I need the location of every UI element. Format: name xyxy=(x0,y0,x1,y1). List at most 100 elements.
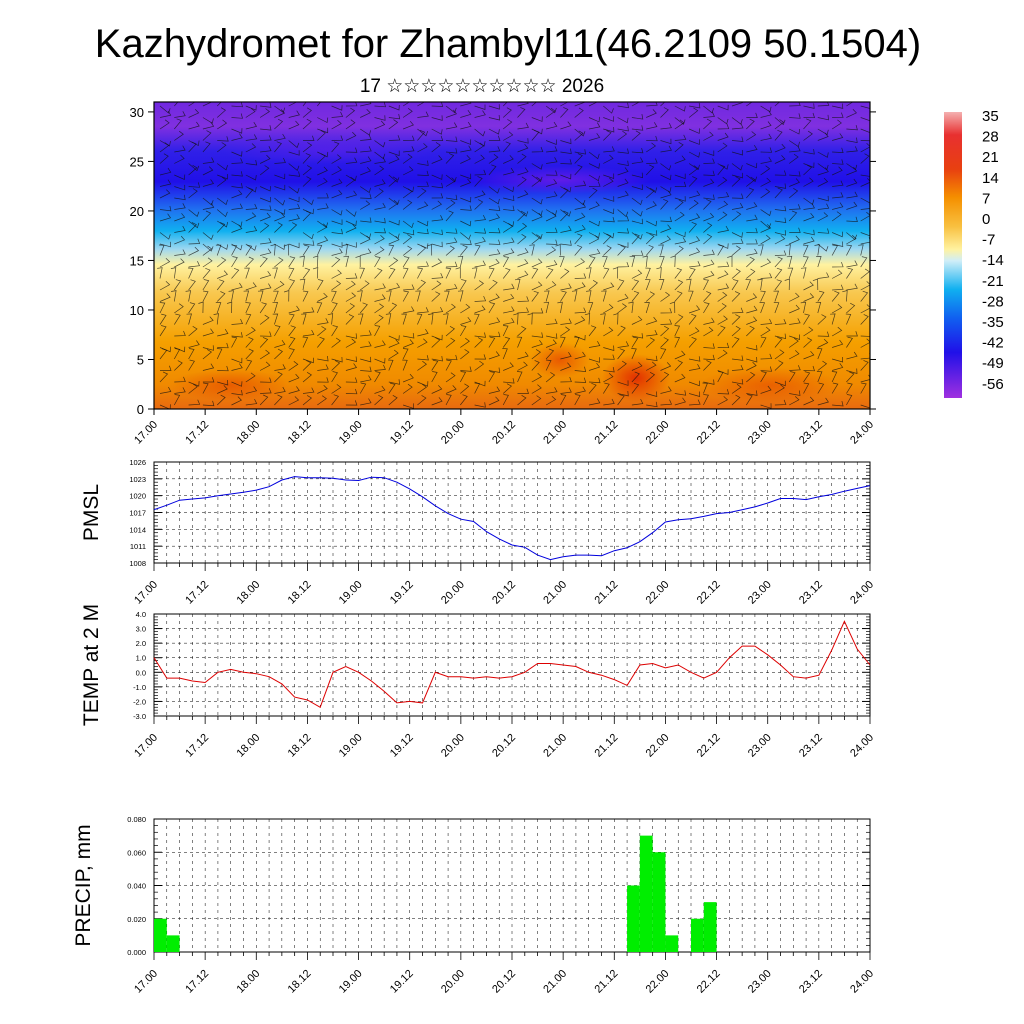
wind-barb xyxy=(717,349,728,360)
wind-barb xyxy=(216,102,222,107)
wind-barb xyxy=(431,128,443,135)
wind-barb xyxy=(746,248,758,256)
colorbar-label: 28 xyxy=(982,129,999,146)
wind-barb xyxy=(817,128,829,136)
wind-barb xyxy=(488,227,501,234)
wind-barb xyxy=(388,119,399,130)
wind-barb xyxy=(574,316,586,325)
wind-barb xyxy=(617,190,629,199)
wind-barb xyxy=(488,164,497,176)
wind-barb xyxy=(774,155,786,164)
wind-barb xyxy=(460,232,471,240)
wind-barb xyxy=(302,357,314,364)
wind-barb xyxy=(760,371,767,383)
wind-barb xyxy=(628,301,634,314)
wind-barb xyxy=(546,387,558,394)
wind-barb xyxy=(488,128,500,135)
wind-barb xyxy=(631,398,644,406)
wind-barb xyxy=(586,267,592,279)
wind-barb xyxy=(231,332,243,338)
wind-barb xyxy=(613,313,619,325)
wind-barb xyxy=(302,329,315,337)
wind-barb xyxy=(746,187,755,199)
wind-barb xyxy=(689,391,701,397)
wind-barb xyxy=(617,261,630,268)
wind-barb xyxy=(731,291,741,302)
wind-barb xyxy=(274,386,286,394)
cross-section-x-axis: 17.00 17.12 18.00 18.12 19.00 19.12 20.00 20.12… xyxy=(132,409,876,447)
wind-barb xyxy=(360,232,372,239)
wind-barb xyxy=(860,353,870,360)
wind-barb xyxy=(727,255,733,267)
wind-barb xyxy=(774,183,787,189)
wind-barb xyxy=(360,200,371,210)
y-tick-label: 3.0 xyxy=(136,625,146,634)
wind-barb xyxy=(488,317,501,325)
wind-barb xyxy=(288,305,300,314)
wind-barb xyxy=(545,372,556,383)
wind-barb xyxy=(374,358,386,364)
wind-barb xyxy=(703,343,715,349)
wind-barb xyxy=(259,186,271,192)
wind-barb xyxy=(846,351,858,360)
wind-barb xyxy=(789,128,801,135)
precip-bar xyxy=(154,918,167,952)
wind-barb xyxy=(245,372,256,383)
wind-barb xyxy=(832,356,844,363)
wind-barb xyxy=(688,236,701,245)
wind-barb xyxy=(459,371,467,383)
wind-barb xyxy=(417,261,429,268)
wind-barb xyxy=(731,364,744,371)
precip-bar xyxy=(639,835,653,952)
wind-barb xyxy=(474,228,487,234)
wind-barb xyxy=(531,146,544,153)
wind-barb xyxy=(202,166,214,176)
wind-barb xyxy=(531,339,543,348)
wind-barb xyxy=(457,255,464,268)
wind-barb xyxy=(588,280,598,291)
wind-barb xyxy=(317,117,329,124)
wind-barb xyxy=(545,105,557,114)
wind-barb xyxy=(860,153,870,164)
wind-barb xyxy=(474,244,481,256)
wind-barb xyxy=(603,173,615,179)
wind-barb xyxy=(831,304,843,314)
x-tick-label: 21.00 xyxy=(541,732,569,760)
wind-barb xyxy=(860,143,870,153)
wind-barb xyxy=(174,145,186,153)
wind-barb xyxy=(631,233,640,245)
wind-barb xyxy=(531,209,543,216)
wind-barb xyxy=(402,256,410,268)
wind-barb xyxy=(617,242,629,248)
wind-barb xyxy=(488,249,501,256)
wind-barb xyxy=(617,160,629,167)
wind-barb xyxy=(259,314,270,325)
figure-subtitle: 17 ☆☆☆☆☆☆☆☆☆☆ 2026 xyxy=(360,76,604,97)
wind-barb xyxy=(374,246,385,256)
wind-barb xyxy=(202,382,209,394)
wind-barb xyxy=(488,351,500,360)
wind-barb xyxy=(174,360,183,371)
wind-barb xyxy=(646,230,658,236)
wind-barb xyxy=(460,145,472,153)
wind-barb xyxy=(474,104,486,110)
wind-barb xyxy=(260,135,272,141)
wind-barb xyxy=(416,313,423,325)
wind-barb xyxy=(245,186,257,193)
wind-barb xyxy=(674,336,681,348)
wind-barb xyxy=(502,119,513,130)
wind-barb xyxy=(617,102,629,109)
wind-barb xyxy=(260,388,272,394)
wind-barb xyxy=(231,282,243,291)
wind-barb xyxy=(445,337,456,348)
wind-barb xyxy=(502,256,510,268)
wind-barb xyxy=(617,209,629,218)
wind-barb xyxy=(546,146,558,153)
wind-barb xyxy=(760,110,772,118)
wind-barb xyxy=(517,190,529,199)
wind-barb xyxy=(760,326,771,337)
wind-barb xyxy=(245,359,253,371)
wind-barb xyxy=(731,383,742,394)
wind-barb xyxy=(688,305,701,314)
wind-barb xyxy=(516,336,523,348)
